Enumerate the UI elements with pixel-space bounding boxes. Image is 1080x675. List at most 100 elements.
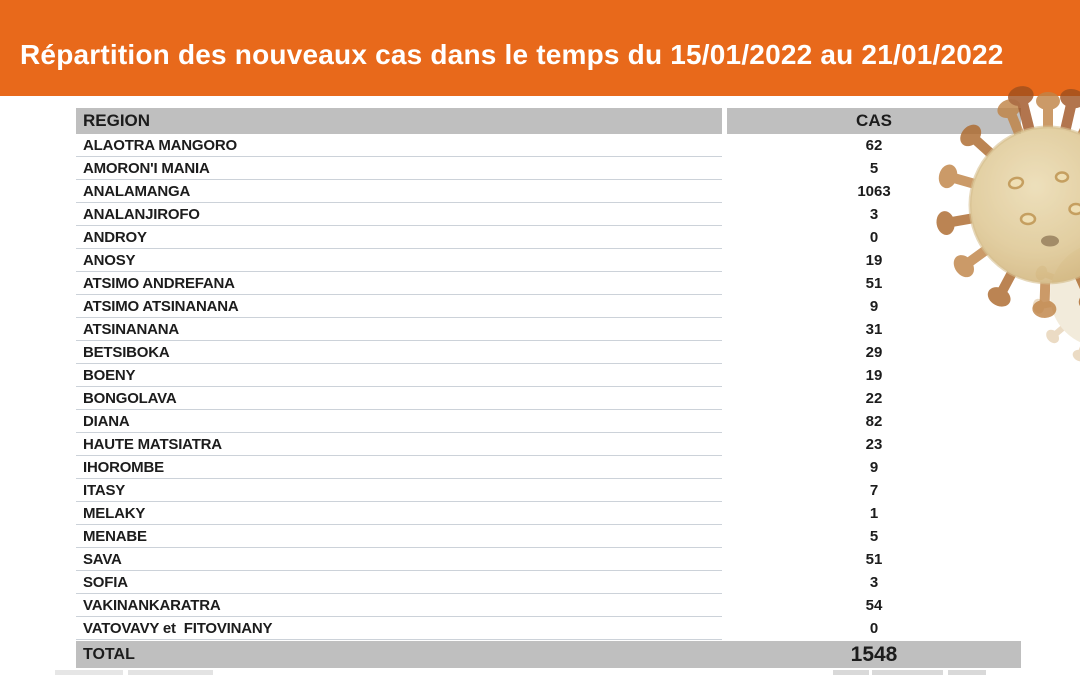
region-cell: ATSINANANA — [76, 318, 722, 341]
cutoff-element-sliver — [128, 670, 213, 675]
table-row: HAUTE MATSIATRA 23 — [76, 433, 1021, 456]
column-gutter — [722, 433, 727, 456]
cas-cell: 22 — [865, 390, 883, 407]
region-cell: ANALAMANGA — [76, 180, 722, 203]
region-cell: ANALANJIROFO — [76, 203, 722, 226]
table-row: BOENY 19 — [76, 364, 1021, 387]
region-cell: DIANA — [76, 410, 722, 433]
column-gutter — [722, 617, 727, 640]
column-header-cas: CAS — [727, 108, 1021, 134]
cas-cell: 51 — [865, 275, 883, 292]
title-band: Répartition des nouveaux cas dans le tem… — [0, 0, 1080, 96]
column-gutter — [722, 203, 727, 226]
table-row: ITASY 7 — [76, 479, 1021, 502]
region-cell: BETSIBOKA — [76, 341, 722, 364]
column-gutter — [722, 387, 727, 410]
column-gutter — [722, 295, 727, 318]
table-row: ATSIMO ANDREFANA 51 — [76, 272, 1021, 295]
table-row: MELAKY 1 — [76, 502, 1021, 525]
cas-cell: 31 — [865, 321, 883, 338]
table-row: ALAOTRA MANGORO 62 — [76, 134, 1021, 157]
cas-cell: 5 — [869, 528, 879, 545]
region-cell: ANDROY — [76, 226, 722, 249]
table-row: VAKINANKARATRA 54 — [76, 594, 1021, 617]
cas-cell: 0 — [869, 229, 879, 246]
table-row: SOFIA 3 — [76, 571, 1021, 594]
total-value: 1548 — [850, 642, 898, 666]
table-row: AMORON'I MANIA 5 — [76, 157, 1021, 180]
region-cell: VATOVAVY et FITOVINANY — [76, 617, 722, 640]
cas-cell: 3 — [869, 206, 879, 223]
region-cell: SAVA — [76, 548, 722, 571]
cas-cell: 3 — [869, 574, 879, 591]
cas-cell: 62 — [865, 137, 883, 154]
cas-cell: 1063 — [857, 183, 891, 200]
column-gutter — [722, 180, 727, 203]
column-gutter — [722, 594, 727, 617]
cas-cell: 19 — [865, 252, 883, 269]
total-label: TOTAL — [83, 645, 135, 663]
column-gutter — [722, 479, 727, 502]
region-cell: SOFIA — [76, 571, 722, 594]
table-row: VATOVAVY et FITOVINANY 0 — [76, 617, 1021, 640]
column-gutter — [722, 456, 727, 479]
table-row: ANOSY 19 — [76, 249, 1021, 272]
cas-cell: 9 — [869, 298, 879, 315]
table-row: ANDROY 0 — [76, 226, 1021, 249]
column-gutter — [722, 548, 727, 571]
column-gutter — [722, 525, 727, 548]
cas-cell: 54 — [865, 597, 883, 614]
region-cell: HAUTE MATSIATRA — [76, 433, 722, 456]
cas-cell: 0 — [869, 620, 879, 637]
cutoff-element-sliver — [872, 670, 943, 675]
column-gutter — [722, 157, 727, 180]
page-title: Répartition des nouveaux cas dans le tem… — [20, 39, 1004, 70]
region-cell: ANOSY — [76, 249, 722, 272]
table-row: IHOROMBE 9 — [76, 456, 1021, 479]
region-cell: ITASY — [76, 479, 722, 502]
region-cell: AMORON'I MANIA — [76, 157, 722, 180]
column-gutter — [722, 249, 727, 272]
column-header-region: REGION — [76, 108, 722, 134]
cas-cell: 1 — [869, 505, 879, 522]
column-gutter — [722, 108, 727, 134]
column-gutter — [722, 226, 727, 249]
region-cell: MELAKY — [76, 502, 722, 525]
column-gutter — [722, 502, 727, 525]
region-cell: MENABE — [76, 525, 722, 548]
table-row: ATSINANANA 31 — [76, 318, 1021, 341]
column-gutter — [722, 272, 727, 295]
cutoff-element-sliver — [833, 670, 869, 675]
cas-cell: 51 — [865, 551, 883, 568]
table-row: BETSIBOKA 29 — [76, 341, 1021, 364]
cases-table: REGION CAS ALAOTRA MANGORO 62 AMORON'I MAN… — [76, 108, 1021, 668]
table-row: BONGOLAVA 22 — [76, 387, 1021, 410]
column-gutter — [722, 571, 727, 594]
table-row: DIANA 82 — [76, 410, 1021, 433]
table-header-row: REGION CAS — [76, 108, 1021, 134]
cas-cell: 82 — [865, 413, 883, 430]
column-gutter — [722, 318, 727, 341]
column-gutter — [722, 341, 727, 364]
column-gutter — [722, 410, 727, 433]
cutoff-element-sliver — [55, 670, 123, 675]
table-row: ANALANJIROFO 3 — [76, 203, 1021, 226]
table-total-row: TOTAL 1548 — [76, 641, 1021, 668]
cas-cell: 23 — [865, 436, 883, 453]
table-row: SAVA 51 — [76, 548, 1021, 571]
region-cell: ALAOTRA MANGORO — [76, 134, 722, 157]
cas-cell: 5 — [869, 160, 879, 177]
cas-cell: 29 — [865, 344, 883, 361]
cas-cell: 7 — [869, 482, 879, 499]
region-cell: BONGOLAVA — [76, 387, 722, 410]
region-cell: VAKINANKARATRA — [76, 594, 722, 617]
table-row: ANALAMANGA 1063 — [76, 180, 1021, 203]
table-row: MENABE 5 — [76, 525, 1021, 548]
cutoff-element-sliver — [948, 670, 986, 675]
column-gutter — [722, 364, 727, 387]
cas-cell: 19 — [865, 367, 883, 384]
table-row: ATSIMO ATSINANANA 9 — [76, 295, 1021, 318]
region-cell: ATSIMO ATSINANANA — [76, 295, 722, 318]
cas-cell: 9 — [869, 459, 879, 476]
